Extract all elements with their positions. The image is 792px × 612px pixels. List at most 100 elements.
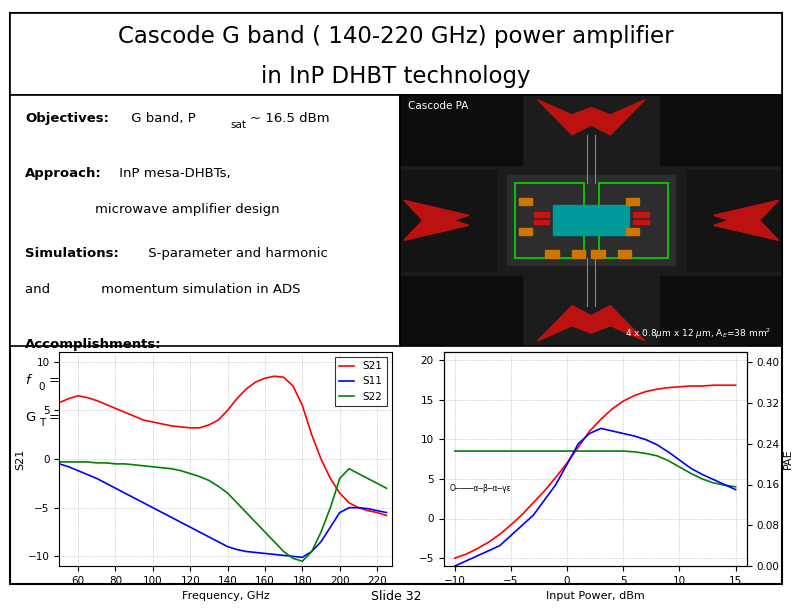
- Text: Simulations:: Simulations:: [25, 247, 119, 260]
- S22: [111, 460, 120, 468]
- Text: and            momentum simulation in ADS: and momentum simulation in ADS: [25, 283, 301, 296]
- Text: ~ 16.5 dBm.: ~ 16.5 dBm.: [168, 411, 256, 424]
- S22: [345, 465, 354, 472]
- S11: [279, 552, 288, 559]
- S11: [335, 509, 345, 517]
- S11: [232, 546, 242, 553]
- S21: [345, 499, 354, 507]
- S21: [74, 392, 83, 400]
- S11: [261, 550, 270, 557]
- Y-axis label: PAE: PAE: [782, 449, 792, 469]
- Text: microwave amplifier design: microwave amplifier design: [95, 203, 280, 217]
- S22: [251, 518, 261, 526]
- S22: [261, 528, 270, 536]
- S21: [120, 409, 130, 416]
- S11: [354, 504, 364, 512]
- S11: [363, 505, 372, 512]
- S21: [335, 490, 345, 497]
- Text: Objectives:: Objectives:: [25, 113, 109, 125]
- Line: S22: S22: [59, 462, 386, 561]
- Text: 4 x 0.8$\mu$m x 12 $\mu$m, A$_E$=38 mm$^2$: 4 x 0.8$\mu$m x 12 $\mu$m, A$_E$=38 mm$^…: [625, 326, 771, 341]
- Text: Cascode G band ( 140-220 GHz) power amplifier: Cascode G band ( 140-220 GHz) power ampl…: [118, 24, 674, 48]
- S11: [269, 551, 279, 558]
- S22: [316, 528, 326, 536]
- Text: O────α─β─α─γε: O────α─β─α─γε: [450, 485, 512, 493]
- S21: [298, 402, 307, 409]
- Text: f: f: [25, 375, 30, 387]
- S21: [382, 512, 391, 519]
- Text: Cascode PA: Cascode PA: [408, 101, 468, 111]
- S22: [195, 473, 204, 480]
- S22: [288, 554, 298, 562]
- Bar: [534, 220, 549, 224]
- Text: ~ 16.5 dBm: ~ 16.5 dBm: [249, 113, 329, 125]
- S22: [232, 499, 242, 507]
- Bar: [572, 250, 585, 258]
- S21: [195, 424, 204, 431]
- S21: [176, 424, 185, 431]
- S21: [204, 421, 214, 428]
- Text: Slide 32: Slide 32: [371, 590, 421, 603]
- S22: [101, 459, 111, 466]
- S11: [185, 523, 195, 531]
- Bar: [660, 275, 782, 346]
- Text: S-parameter and harmonic: S-parameter and harmonic: [144, 247, 328, 260]
- S22: [185, 470, 195, 477]
- Bar: [519, 228, 532, 236]
- S21: [101, 401, 111, 408]
- S11: [55, 460, 64, 468]
- S22: [120, 460, 130, 468]
- S21: [92, 397, 101, 405]
- S22: [158, 464, 167, 471]
- S11: [158, 509, 167, 517]
- Polygon shape: [538, 100, 645, 135]
- Text: sat: sat: [230, 120, 246, 130]
- S22: [204, 477, 214, 484]
- S21: [242, 385, 251, 392]
- Text: in InP DHBT technology: in InP DHBT technology: [261, 65, 531, 89]
- S22: [307, 548, 317, 555]
- Text: sat: sat: [148, 418, 164, 428]
- Line: S11: S11: [59, 464, 386, 558]
- S22: [298, 558, 307, 565]
- S11: [101, 480, 111, 487]
- S21: [232, 395, 242, 402]
- Bar: [553, 205, 630, 236]
- Legend: S21, S11, S22: S21, S11, S22: [335, 357, 386, 406]
- Text: T: T: [39, 418, 45, 428]
- S22: [279, 548, 288, 555]
- Bar: [400, 275, 523, 346]
- S21: [158, 420, 167, 428]
- S11: [307, 548, 317, 555]
- S21: [82, 394, 92, 401]
- S11: [111, 485, 120, 492]
- Text: InP mesa-DHBTs,: InP mesa-DHBTs,: [115, 167, 230, 180]
- Bar: [660, 95, 782, 165]
- Polygon shape: [404, 200, 469, 241]
- S22: [382, 485, 391, 492]
- S11: [345, 504, 354, 512]
- Text: ~ 45 GHz,: ~ 45 GHz,: [211, 375, 278, 387]
- Bar: [687, 170, 782, 271]
- S22: [148, 463, 158, 471]
- S21: [316, 455, 326, 463]
- S11: [372, 507, 382, 514]
- Text: 3dB: 3dB: [181, 382, 202, 392]
- S11: [288, 553, 298, 560]
- S22: [55, 458, 64, 466]
- S11: [214, 538, 223, 545]
- Text: =180 GHz, BW: =180 GHz, BW: [48, 375, 147, 387]
- Bar: [634, 212, 649, 217]
- S21: [251, 378, 261, 386]
- S21: [269, 373, 279, 380]
- S22: [363, 475, 372, 482]
- S22: [139, 462, 148, 469]
- S22: [176, 467, 185, 474]
- S21: [326, 475, 335, 482]
- S11: [316, 538, 326, 545]
- Bar: [618, 250, 631, 258]
- S11: [195, 528, 204, 536]
- S21: [354, 504, 364, 512]
- S11: [223, 543, 232, 550]
- S21: [307, 431, 317, 438]
